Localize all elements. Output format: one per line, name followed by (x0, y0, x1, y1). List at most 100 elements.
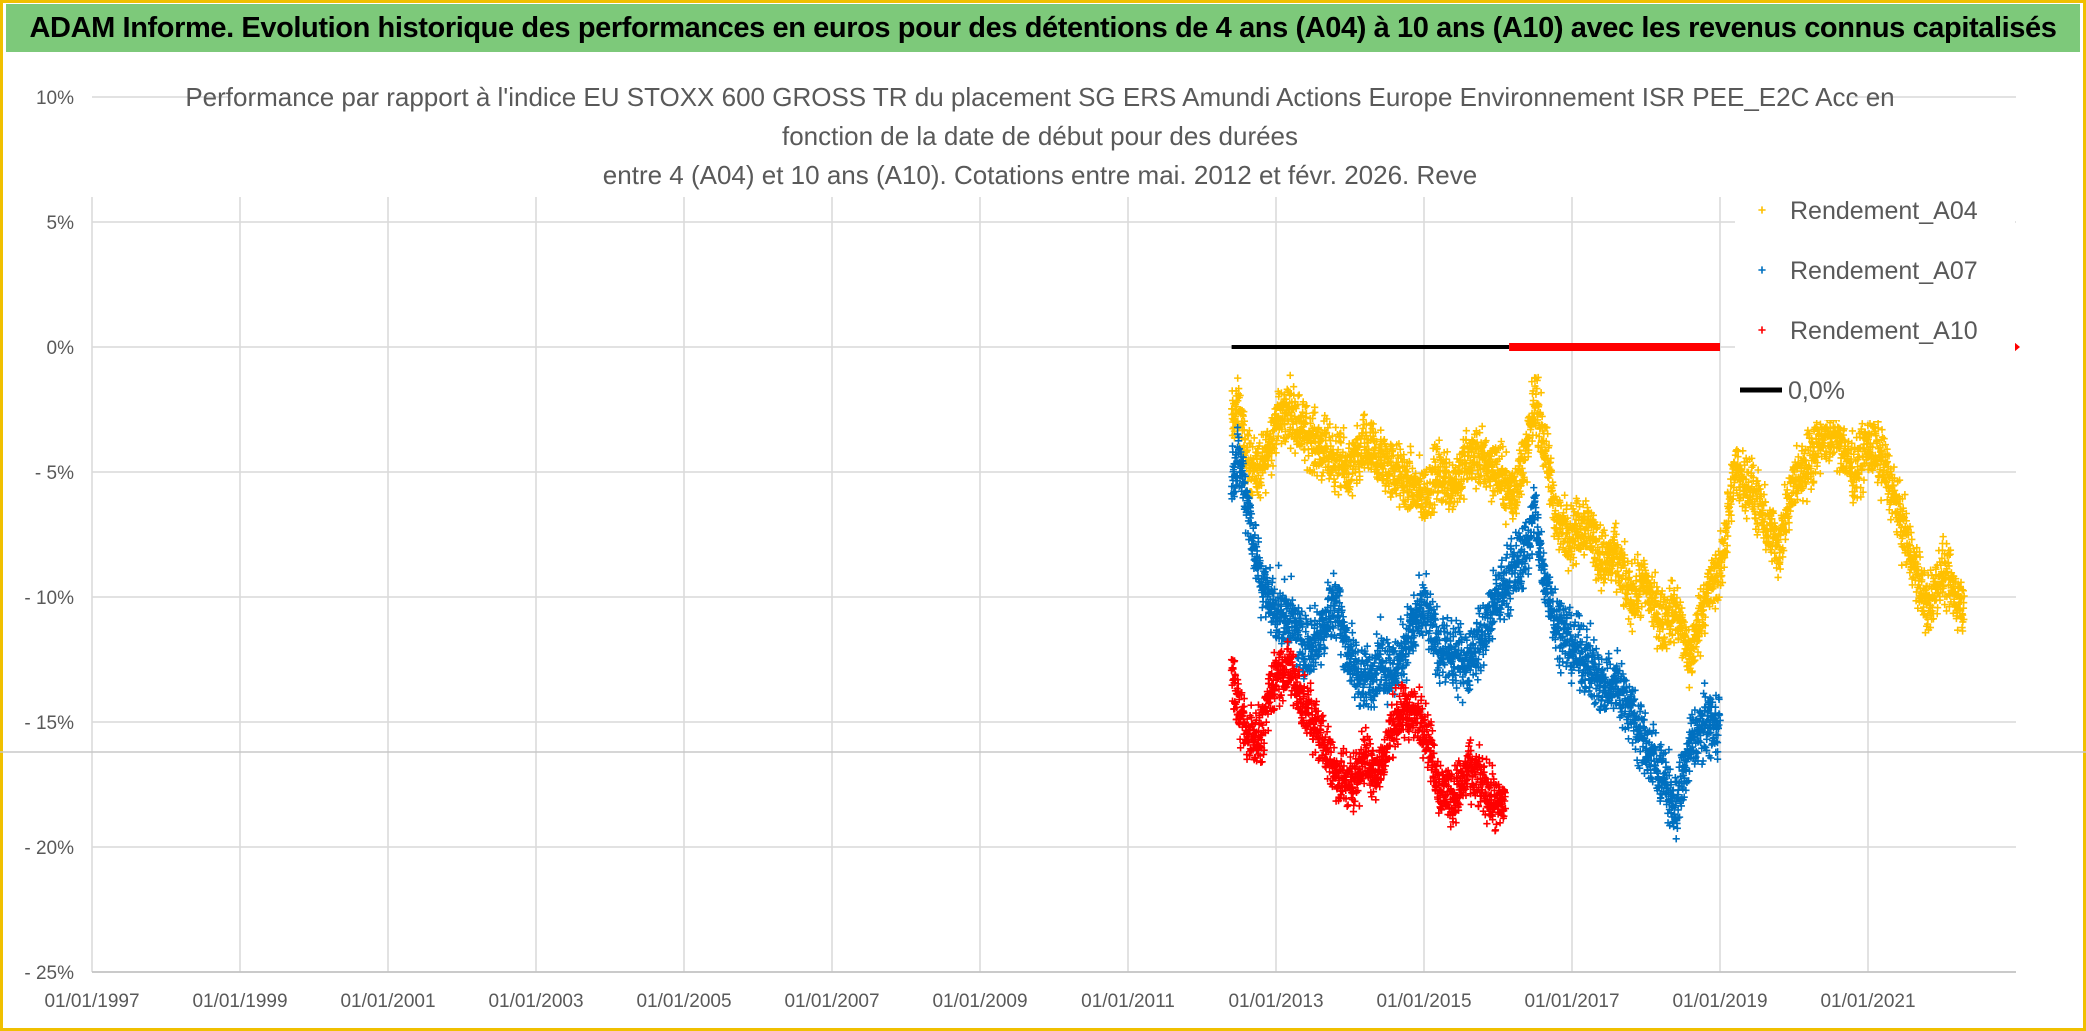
data-point (1733, 446, 1741, 454)
data-point (1939, 533, 1947, 541)
data-point (1597, 587, 1605, 595)
data-point (1523, 478, 1531, 486)
data-point (1498, 452, 1506, 460)
data-point (1433, 495, 1441, 503)
data-point (1392, 490, 1400, 498)
data-point (1311, 458, 1319, 466)
data-point (1525, 446, 1533, 454)
data-point (1556, 498, 1564, 507)
data-point (1517, 490, 1525, 499)
x-tick-label: 01/01/2001 (340, 991, 435, 1012)
data-point (1516, 446, 1524, 454)
data-point (1877, 496, 1885, 504)
data-point (1373, 630, 1381, 638)
data-point (1257, 475, 1265, 483)
data-point (1942, 540, 1951, 548)
data-point (1362, 432, 1370, 440)
data-point (1816, 469, 1824, 478)
data-point (1803, 497, 1811, 506)
data-point (1323, 428, 1331, 437)
data-point (1511, 473, 1519, 481)
data-point (1337, 429, 1345, 437)
data-point (1545, 442, 1553, 450)
data-point (1544, 430, 1552, 438)
data-point (1579, 500, 1587, 509)
chart-title-line: entre 4 (A04) et 10 ans (A10). Cotations… (603, 160, 1477, 190)
data-point (1460, 495, 1468, 503)
x-tick-label: 01/01/2017 (1524, 991, 1619, 1012)
data-point (1430, 508, 1438, 516)
data-point (1267, 456, 1276, 465)
data-point (1475, 460, 1483, 469)
data-point (1274, 432, 1282, 440)
data-point (1858, 420, 1866, 428)
y-tick-label: - 25% (24, 963, 74, 984)
data-point (1247, 439, 1255, 447)
chart-title-line: fonction de la date de début pour des du… (782, 121, 1298, 151)
data-point (1569, 554, 1578, 562)
data-point (1389, 445, 1397, 453)
data-point (1281, 427, 1290, 436)
x-tick-label: 01/01/2003 (488, 991, 583, 1012)
data-point (1407, 448, 1415, 457)
data-point (1264, 461, 1272, 469)
data-point (1244, 432, 1252, 440)
data-point (1356, 472, 1364, 480)
data-point (1323, 415, 1331, 423)
data-point (1532, 390, 1540, 398)
data-point (1959, 627, 1967, 635)
data-point (1301, 403, 1309, 411)
x-tick-label: 01/01/2007 (784, 991, 879, 1012)
data-point (1415, 571, 1423, 579)
data-point (1468, 436, 1476, 444)
data-point (1374, 468, 1382, 477)
data-point (1291, 449, 1299, 457)
data-point (1612, 519, 1620, 528)
data-point (1449, 502, 1458, 511)
data-point (1435, 436, 1443, 444)
data-point (1377, 426, 1385, 434)
data-point (1281, 438, 1289, 446)
data-point (1303, 402, 1311, 410)
data-point (1499, 443, 1507, 451)
data-point (1353, 422, 1361, 430)
data-point (1474, 676, 1482, 684)
data-point (1368, 424, 1376, 433)
data-point (1381, 487, 1390, 495)
data-point (1453, 684, 1461, 692)
data-point (1287, 444, 1295, 452)
data-point (1508, 478, 1516, 486)
data-point (1497, 437, 1505, 446)
data-point (1408, 464, 1417, 473)
data-point (1548, 486, 1557, 495)
data-point (1621, 537, 1629, 546)
data-point (1458, 483, 1466, 491)
data-point (1559, 509, 1568, 517)
data-point (1512, 509, 1520, 518)
data-point (1524, 453, 1532, 461)
data-point (1360, 410, 1369, 418)
data-point (1849, 499, 1857, 507)
data-point (1547, 454, 1555, 462)
data-point (1339, 448, 1347, 456)
x-tick-label: 01/01/1997 (44, 991, 139, 1012)
data-point (1340, 424, 1348, 432)
data-point (1600, 579, 1608, 587)
data-point (1260, 464, 1268, 472)
data-point (1379, 465, 1387, 473)
data-point (1256, 439, 1264, 447)
data-point (1781, 535, 1790, 543)
data-point (1433, 445, 1441, 453)
data-point (1330, 475, 1338, 483)
data-point (1406, 442, 1415, 451)
data-point (1547, 466, 1555, 475)
y-tick-label: 0% (47, 338, 75, 359)
data-point (1334, 446, 1342, 454)
data-point (1761, 481, 1769, 489)
data-point (1376, 613, 1385, 621)
data-point (1324, 424, 1332, 432)
data-point (1507, 535, 1515, 543)
data-point (1807, 485, 1815, 493)
data-point (1503, 467, 1511, 476)
